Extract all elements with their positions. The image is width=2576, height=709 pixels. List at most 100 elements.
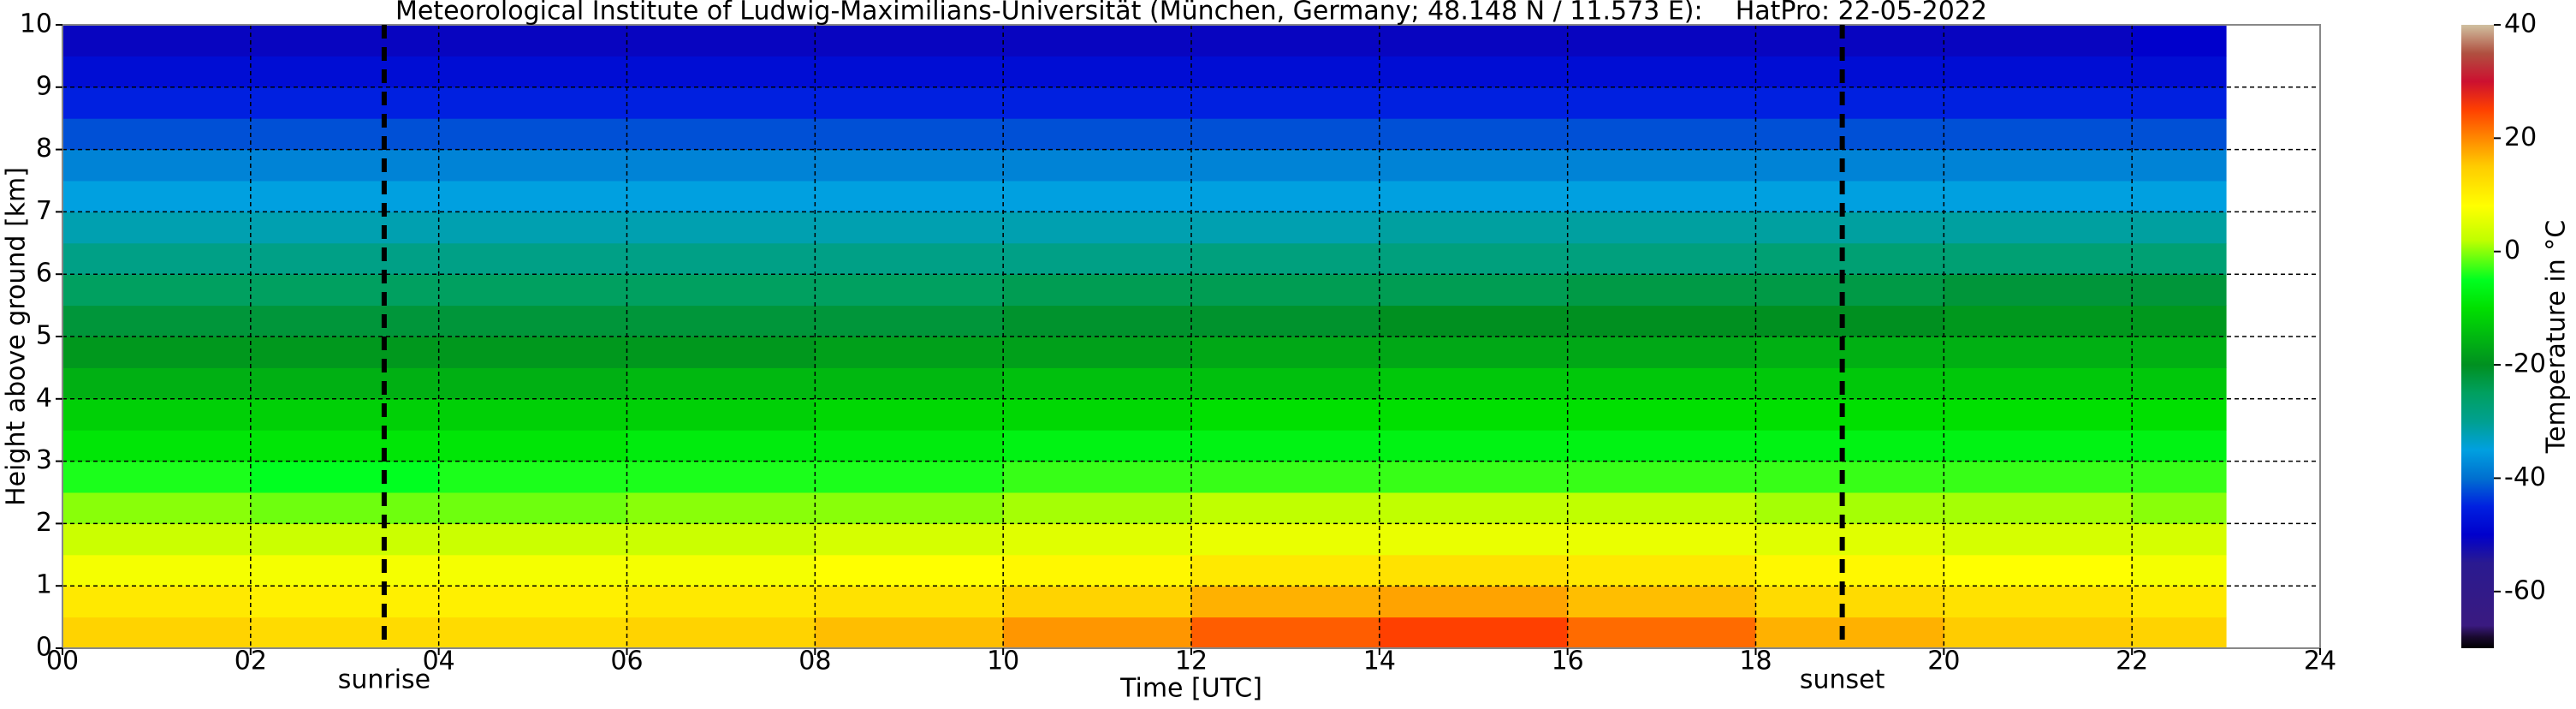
x-tick-label: 18 xyxy=(1739,646,1772,676)
heatmap-cell xyxy=(1191,398,1380,431)
heatmap-cell xyxy=(1003,181,1192,212)
heatmap-cell xyxy=(1191,492,1380,524)
heatmap-cell xyxy=(1944,305,2133,337)
heatmap-cell xyxy=(1379,586,1569,618)
heatmap-cell xyxy=(1944,617,2133,649)
heatmap-cell xyxy=(2132,523,2227,556)
heatmap-cell xyxy=(1567,274,1756,307)
heatmap-cell xyxy=(1003,56,1192,88)
heatmap-cell xyxy=(1944,586,2133,618)
x-tick-label: 14 xyxy=(1363,646,1396,676)
x-tick-label: 24 xyxy=(2304,646,2336,676)
heatmap-cell xyxy=(1003,242,1192,275)
heatmap-cell xyxy=(626,242,816,275)
heatmap-cell xyxy=(1191,461,1380,493)
heatmap-cell xyxy=(250,430,440,462)
heatmap-cell xyxy=(438,118,627,151)
heatmap-cell xyxy=(815,430,1004,462)
heatmap-cell xyxy=(62,242,252,275)
heatmap-cell xyxy=(1567,398,1756,431)
heatmap-cell xyxy=(250,367,440,400)
heatmap-cell xyxy=(438,25,627,57)
heatmap-cell xyxy=(1003,430,1192,462)
heatmap-cell xyxy=(1944,523,2133,556)
heatmap-cell xyxy=(1567,212,1756,244)
heatmap-cell xyxy=(1944,25,2133,57)
heatmap-cell xyxy=(1944,149,2133,182)
heatmap-cell xyxy=(1003,586,1192,618)
colorbar xyxy=(2461,25,2494,648)
heatmap-cell xyxy=(438,430,627,462)
heatmap-cell xyxy=(1379,25,1569,57)
heatmap-cell xyxy=(250,242,440,275)
heatmap-cell xyxy=(1755,337,1944,368)
heatmap-cell xyxy=(1944,337,2133,368)
heatmap-cell xyxy=(250,554,440,587)
x-tick-label: 08 xyxy=(798,646,831,676)
y-tick-label: 6 xyxy=(36,259,52,289)
y-tick-label: 0 xyxy=(36,633,52,663)
heatmap-cell xyxy=(815,305,1004,337)
heatmap-cell xyxy=(1003,461,1192,493)
heatmap-cell xyxy=(250,212,440,244)
heatmap-cell xyxy=(1755,56,1944,88)
heatmap-cell xyxy=(1944,398,2133,431)
heatmap-cell xyxy=(2132,398,2227,431)
heatmap-cell xyxy=(626,398,816,431)
heatmap-cell xyxy=(62,86,252,119)
heatmap-cell xyxy=(1191,523,1380,556)
heatmap-cell xyxy=(1567,523,1756,556)
heatmap-cell xyxy=(1944,554,2133,587)
heatmap-cell xyxy=(626,86,816,119)
heatmap-cell xyxy=(1755,554,1944,587)
heatmap-cell xyxy=(438,274,627,307)
heatmap-cell xyxy=(1003,25,1192,57)
heatmap-cell xyxy=(1755,212,1944,244)
heatmap-cell xyxy=(2132,461,2227,493)
heatmap-cell xyxy=(1379,181,1569,212)
heatmap-cell xyxy=(2132,274,2227,307)
heatmap-cell xyxy=(1755,430,1944,462)
heatmap-cell xyxy=(1379,305,1569,337)
heatmap-cell xyxy=(1003,492,1192,524)
heatmap-cell xyxy=(1379,554,1569,587)
heatmap-cell xyxy=(626,149,816,182)
heatmap-cell xyxy=(438,461,627,493)
heatmap-cell xyxy=(626,274,816,307)
x-tick-label: 10 xyxy=(987,646,1019,676)
heatmap-cell xyxy=(1191,56,1380,88)
heatmap-cell xyxy=(1379,242,1569,275)
heatmap-cell xyxy=(626,554,816,587)
heatmap-cell xyxy=(62,523,252,556)
heatmap-cell xyxy=(1191,181,1380,212)
heatmap-cell xyxy=(1567,305,1756,337)
heatmap-cell xyxy=(1379,86,1569,119)
heatmap-cell xyxy=(1567,149,1756,182)
heatmap-cell xyxy=(2132,305,2227,337)
heatmap-cell xyxy=(1379,149,1569,182)
heatmap-cell xyxy=(2132,492,2227,524)
heatmap-cell xyxy=(1755,492,1944,524)
heatmap-cell xyxy=(438,86,627,119)
heatmap-cell xyxy=(250,337,440,368)
heatmap-cell xyxy=(626,118,816,151)
heatmap-cell xyxy=(626,586,816,618)
y-tick-label: 5 xyxy=(36,321,52,351)
heatmap-cell xyxy=(1191,86,1380,119)
heatmap-cell xyxy=(1755,586,1944,618)
heatmap-cell xyxy=(626,367,816,400)
colorbar-tick-label: 40 xyxy=(2504,9,2537,39)
heatmap-cell xyxy=(1567,586,1756,618)
heatmap-cell xyxy=(815,367,1004,400)
x-tick-label: 00 xyxy=(46,646,79,676)
x-tick-label: 04 xyxy=(423,646,455,676)
heatmap-cell xyxy=(815,586,1004,618)
heatmap-cell xyxy=(438,181,627,212)
x-axis-label: Time [UTC] xyxy=(1119,674,1262,704)
heatmap-cell xyxy=(1191,554,1380,587)
heatmap-cell xyxy=(1567,242,1756,275)
x-tick-label: 22 xyxy=(2116,646,2148,676)
heatmap-cell xyxy=(626,305,816,337)
heatmap-cell xyxy=(1191,430,1380,462)
